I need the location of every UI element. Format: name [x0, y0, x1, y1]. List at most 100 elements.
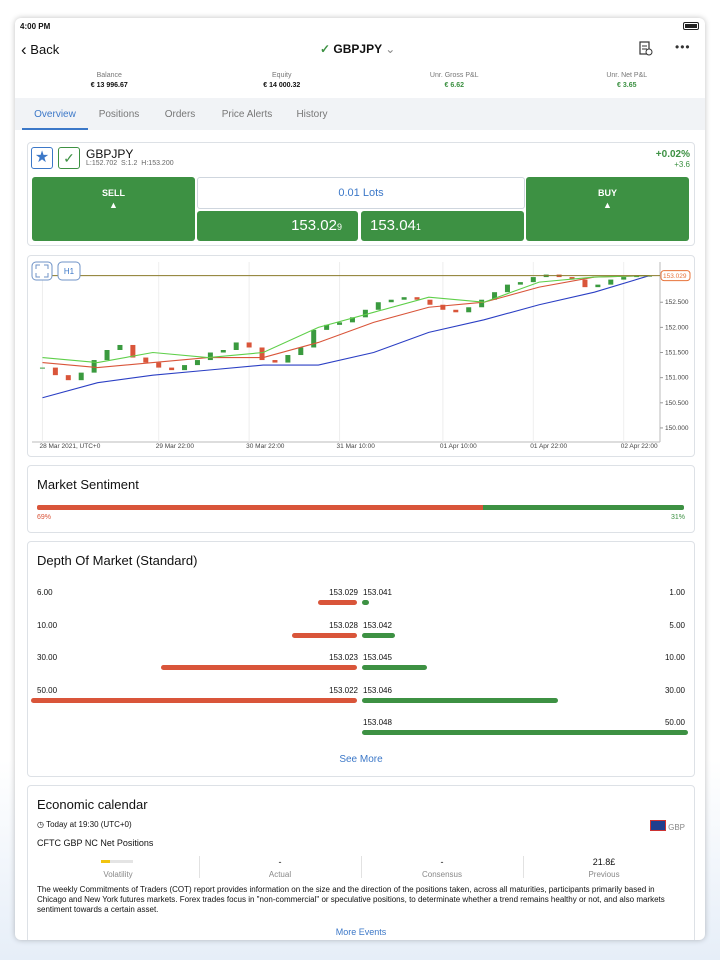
tab-underline [22, 128, 88, 130]
tabs: Overview Positions Orders Price Alerts Histo… [15, 98, 705, 130]
candle [78, 372, 84, 381]
candle [530, 277, 536, 283]
event-stats: - Actual - Consensus 21.8£ Previous [28, 856, 694, 882]
symbol-selector[interactable]: ✓ GBPJPY ⌄ [320, 42, 396, 56]
low: L:152.702 [86, 160, 118, 167]
tab[interactable]: Orders [164, 109, 196, 120]
ask-bar [362, 697, 558, 703]
calendar-card: Economic calendar ◷ Today at 19:30 (UTC+… [27, 785, 695, 940]
ask-volume: 10.00 [664, 653, 685, 662]
candle [401, 297, 407, 300]
stat-label: Actual [268, 870, 292, 879]
account-value: € 3.65 [617, 82, 637, 89]
candle [621, 277, 627, 280]
tab[interactable]: Price Alerts [221, 109, 273, 120]
buy-price: 153.041 [361, 211, 524, 241]
report-icon[interactable] [637, 40, 653, 56]
last-price-label: 153.029 [663, 273, 687, 280]
event-time: ◷ Today at 19:30 (UTC+0) [37, 820, 132, 829]
buy-price-pip: 1 [415, 222, 421, 232]
ask-bar [362, 665, 428, 670]
depth-title: Depth Of Market (Standard) [37, 553, 198, 568]
account-label: Equity [272, 72, 292, 79]
select-button[interactable]: ✓ [58, 147, 80, 169]
tab[interactable]: History [296, 109, 328, 120]
candle [65, 375, 71, 381]
event-time-text: Today at 19:30 (UTC+0) [46, 820, 132, 829]
x-tick-label: 31 Mar 10:00 [337, 443, 376, 450]
candle [182, 365, 188, 371]
back-label: Back [30, 42, 60, 57]
stat-value: - [278, 857, 282, 867]
stat-label: Previous [588, 870, 620, 879]
candle [259, 347, 265, 361]
sell-sentiment-bar [37, 505, 484, 510]
sell-sentiment: 69% [37, 514, 52, 521]
volatility-meter [101, 860, 133, 863]
bid-price: 153.023 [329, 653, 358, 662]
y-tick-label: 151.000 [665, 375, 689, 382]
see-more[interactable]: See More [339, 754, 383, 765]
candle [337, 322, 343, 325]
change-pct: +0.02% [655, 149, 690, 160]
account-value: € 6.62 [444, 82, 464, 89]
change-value: +3.6 [674, 160, 690, 169]
bid-volume: 30.00 [37, 653, 58, 662]
buy-button[interactable]: BUY ▲ [526, 177, 689, 241]
candle [388, 299, 394, 303]
expand-button[interactable] [31, 261, 53, 281]
spread: S:1.2 [121, 160, 138, 167]
bid-bar [161, 665, 357, 670]
candle [517, 282, 523, 285]
sell-button[interactable]: SELL ▲ [32, 177, 195, 241]
depth-card: Depth Of Market (Standard) See More 6.00… [27, 541, 695, 777]
candle [117, 344, 123, 350]
price-chart: 28 Mar 2021, UTC+0 29 Mar 22:00 30 Mar 22:… [31, 261, 691, 450]
bid-price: 153.028 [329, 620, 358, 630]
stat-value: 21.8£ [592, 857, 616, 867]
event-currency: GBP [649, 820, 685, 832]
buy-sentiment: 31% [670, 514, 685, 521]
x-tick-label: 28 Mar 2021, UTC+0 [39, 443, 100, 450]
stat-label: Consensus [421, 870, 463, 879]
bid-volume: 6.00 [37, 588, 53, 597]
ask-price: 153.041 [363, 588, 392, 597]
favorite-button[interactable]: ★ [31, 147, 53, 169]
account-label: Unr. Gross P&L [429, 72, 479, 79]
more-menu[interactable]: ••• [675, 40, 691, 54]
event-name: CFTC GBP NC Net Positions [37, 838, 154, 848]
sentiment-title: Market Sentiment [37, 477, 139, 492]
candle [479, 299, 485, 308]
account-value: € 13 996.67 [90, 82, 128, 89]
moving-average [42, 275, 650, 364]
bid-volume: 10.00 [37, 620, 58, 630]
status-time: 4:00 PM [20, 22, 51, 31]
candle [634, 276, 640, 278]
chart-card: 28 Mar 2021, UTC+0 29 Mar 22:00 30 Mar 22:… [27, 255, 695, 457]
sell-price-pip: 9 [336, 222, 342, 232]
ask-volume: 5.00 [669, 620, 685, 630]
lots-input[interactable]: 0.01 Lots [197, 177, 525, 209]
candle [298, 347, 304, 356]
battery [683, 22, 699, 30]
tab[interactable]: Overview [34, 109, 76, 120]
y-tick-label: 152.500 [665, 299, 689, 306]
candle [233, 342, 239, 350]
candle [324, 324, 330, 330]
back-button[interactable]: ‹ Back [21, 40, 60, 59]
volatility-label: Volatility [103, 870, 133, 879]
candle [246, 342, 252, 348]
candle [492, 292, 498, 300]
moving-average [42, 275, 650, 399]
more-events[interactable]: More Events [335, 927, 387, 937]
app-window: 4:00 PM ‹ Back ✓ GBPJPY ⌄ ••• Balance € 1… [15, 18, 705, 940]
expand-icon [35, 264, 49, 278]
timeframe-button[interactable] [57, 261, 81, 281]
stat-divider [199, 856, 200, 878]
candle [349, 317, 355, 323]
candle [504, 284, 510, 293]
tab[interactable]: Positions [98, 109, 140, 120]
bid-bar [31, 697, 357, 703]
candle [311, 329, 317, 348]
x-tick-label: 30 Mar 22:00 [246, 443, 285, 450]
